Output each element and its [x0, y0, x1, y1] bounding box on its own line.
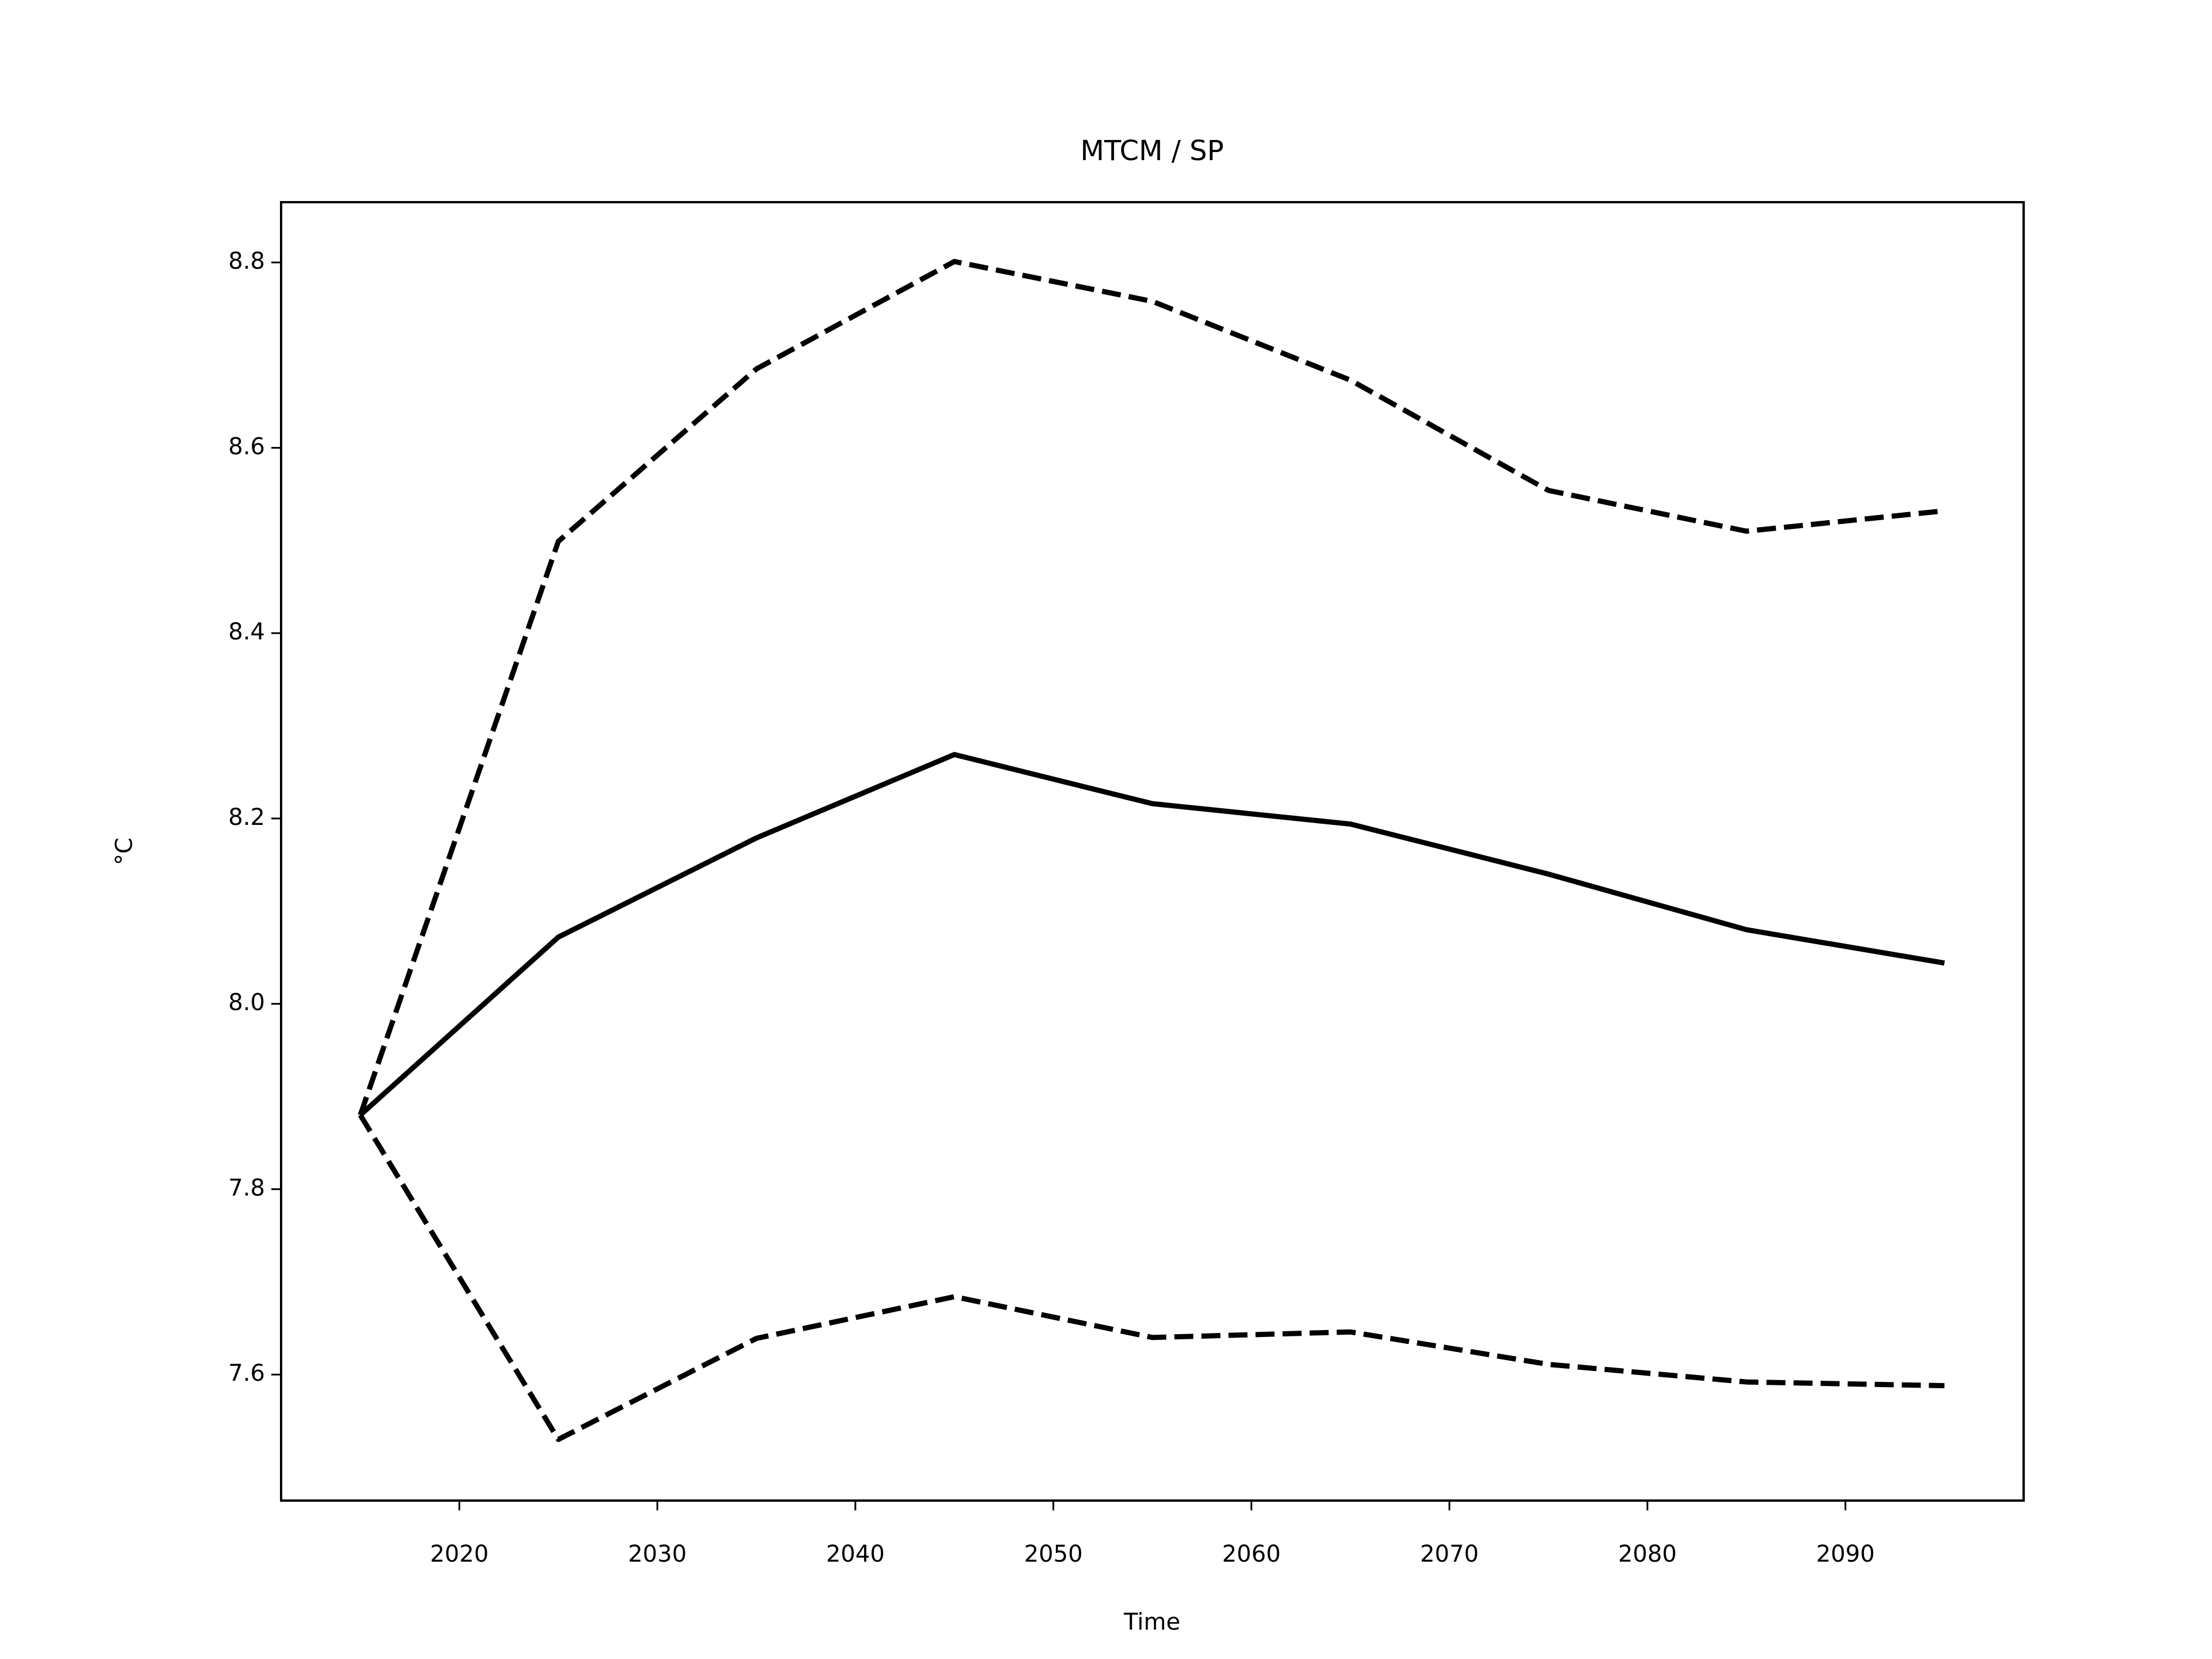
y-tick-label: 8.2 [228, 804, 265, 831]
line [358, 752, 1945, 1118]
x-tick-label: 2060 [1222, 1541, 1281, 1567]
y-tick-label: 8.6 [228, 433, 265, 460]
dashed-line [358, 259, 1945, 1116]
plot-frame [280, 201, 2025, 1502]
y-tick-label: 8.8 [228, 248, 265, 275]
x-tick-label: 2040 [826, 1541, 885, 1567]
chart-title: MTCM / SP [1081, 135, 1224, 167]
dashed-line [358, 1113, 1945, 1442]
x-axis-label: Time [1123, 1609, 1180, 1635]
y-tick-label: 7.6 [228, 1360, 265, 1387]
x-tick-label: 2080 [1618, 1541, 1677, 1567]
y-tick-label: 7.8 [228, 1175, 265, 1201]
y-tick-label: 8.0 [228, 990, 265, 1016]
x-tick-label: 2020 [430, 1541, 488, 1567]
y-tick-label: 8.4 [228, 619, 265, 645]
x-tick-label: 2090 [1816, 1541, 1875, 1567]
y-axis-label: °C [111, 838, 138, 865]
x-tick-label: 2050 [1024, 1541, 1083, 1567]
x-tick-label: 2070 [1420, 1541, 1479, 1567]
x-tick-label: 2030 [628, 1541, 687, 1567]
